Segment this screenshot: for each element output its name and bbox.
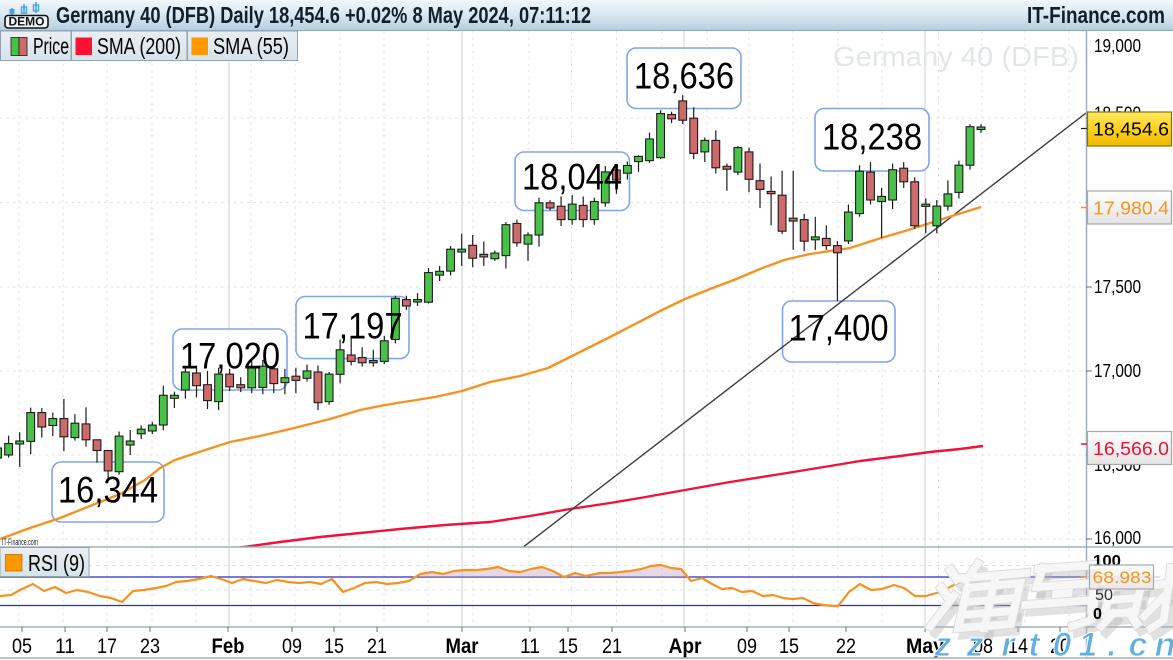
- svg-text:17: 17: [97, 635, 117, 658]
- svg-text:15: 15: [324, 635, 344, 658]
- svg-text:z: z: [934, 626, 952, 660]
- svg-text:c: c: [1129, 626, 1148, 660]
- svg-text:.: .: [1107, 626, 1116, 660]
- svg-text:RSI (9): RSI (9): [28, 550, 85, 576]
- svg-text:16,344: 16,344: [58, 470, 158, 511]
- svg-text:IT-Finance.com: IT-Finance.com: [2, 537, 38, 547]
- svg-text:19,000: 19,000: [1094, 36, 1141, 56]
- svg-text:IT-Finance.com: IT-Finance.com: [1027, 2, 1165, 28]
- svg-text:09: 09: [737, 635, 757, 658]
- svg-text:50: 50: [1095, 587, 1113, 604]
- svg-text:Germany 40 (DFB): Germany 40 (DFB): [833, 41, 1079, 72]
- svg-text:16,566.0: 16,566.0: [1093, 439, 1169, 459]
- svg-text:17,500: 17,500: [1094, 277, 1141, 297]
- svg-text:SMA (55): SMA (55): [213, 33, 289, 59]
- svg-text:05: 05: [12, 635, 32, 658]
- svg-text:Germany 40 (DFB) Daily 18,454.: Germany 40 (DFB) Daily 18,454.6 +0.02% 8…: [56, 2, 591, 28]
- svg-text:16,000: 16,000: [1094, 528, 1141, 548]
- svg-text:17,197: 17,197: [303, 306, 403, 347]
- svg-text:May: May: [906, 635, 944, 658]
- svg-text:11: 11: [520, 635, 540, 658]
- svg-text:18,636: 18,636: [634, 56, 734, 97]
- svg-text:17,020: 17,020: [180, 336, 280, 377]
- svg-text:15: 15: [558, 635, 578, 658]
- svg-text:17,000: 17,000: [1094, 361, 1141, 381]
- svg-text:17,980.4: 17,980.4: [1093, 199, 1169, 219]
- svg-text:r: r: [1001, 626, 1016, 660]
- svg-text:18,454.6: 18,454.6: [1093, 120, 1169, 140]
- svg-text:22: 22: [836, 635, 856, 658]
- svg-text:Feb: Feb: [212, 635, 245, 658]
- svg-text:Apr: Apr: [669, 635, 702, 658]
- svg-text:18,044: 18,044: [522, 157, 622, 198]
- svg-text:23: 23: [140, 635, 160, 658]
- svg-text:DEMO: DEMO: [9, 15, 45, 29]
- svg-text:0: 0: [1053, 626, 1072, 660]
- svg-text:1: 1: [1079, 626, 1098, 660]
- svg-text:21: 21: [602, 635, 622, 658]
- svg-text:n: n: [1155, 626, 1173, 660]
- svg-text:Mar: Mar: [446, 635, 479, 658]
- svg-text:z: z: [966, 626, 984, 660]
- svg-text:21: 21: [367, 635, 387, 658]
- svg-text:0: 0: [1093, 606, 1102, 623]
- svg-text:11: 11: [55, 635, 75, 658]
- svg-text:17,400: 17,400: [789, 308, 889, 349]
- svg-text:20: 20: [1050, 635, 1070, 658]
- svg-text:SMA (200): SMA (200): [97, 33, 181, 59]
- svg-text:14: 14: [1008, 635, 1028, 658]
- svg-text:09: 09: [282, 635, 302, 658]
- svg-text:18,238: 18,238: [822, 117, 922, 158]
- svg-text:68.983: 68.983: [1093, 568, 1152, 587]
- svg-text:08: 08: [973, 635, 993, 658]
- svg-text:Price: Price: [33, 33, 69, 59]
- svg-text:15: 15: [779, 635, 799, 658]
- svg-text:t: t: [1028, 626, 1041, 660]
